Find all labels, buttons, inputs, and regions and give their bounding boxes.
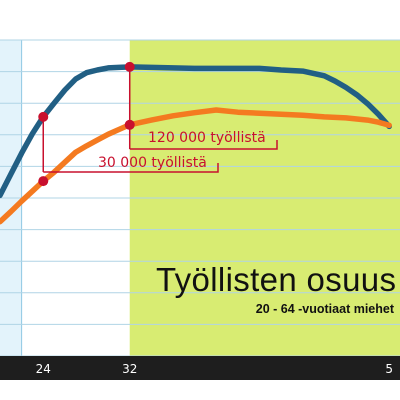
- annotation-dot-bottom-1: [38, 176, 49, 187]
- gridlines: [0, 39, 400, 357]
- annotation-dot-top-1: [38, 111, 49, 122]
- annotation-leader-1: [43, 163, 219, 173]
- x-tick-label: 5: [385, 362, 393, 376]
- annotation-dot-top-0: [124, 61, 135, 72]
- x-axis-bar: [0, 356, 400, 380]
- annotation-leader-0: [129, 140, 278, 150]
- annotation-dot-bottom-0: [124, 119, 135, 130]
- series-lines: [0, 64, 392, 225]
- chart-subtitle: 20 - 64 -vuotiaat miehet: [256, 302, 395, 316]
- x-axis-ticks: 24 32 5: [36, 362, 393, 376]
- x-tick-label: 32: [122, 362, 137, 376]
- annotation-label-0: 120 000 työllistä: [148, 130, 266, 146]
- series-line-1: [0, 107, 392, 225]
- annotation-label-1: 30 000 työllistä: [98, 155, 207, 171]
- series-line-0: [0, 64, 392, 199]
- annotations: 120 000 työllistä 30 000 työllistä: [38, 61, 278, 187]
- x-tick-label: 24: [36, 362, 51, 376]
- bottom-margin: [0, 380, 400, 400]
- chart-title: Työllisten osuus: [156, 261, 396, 298]
